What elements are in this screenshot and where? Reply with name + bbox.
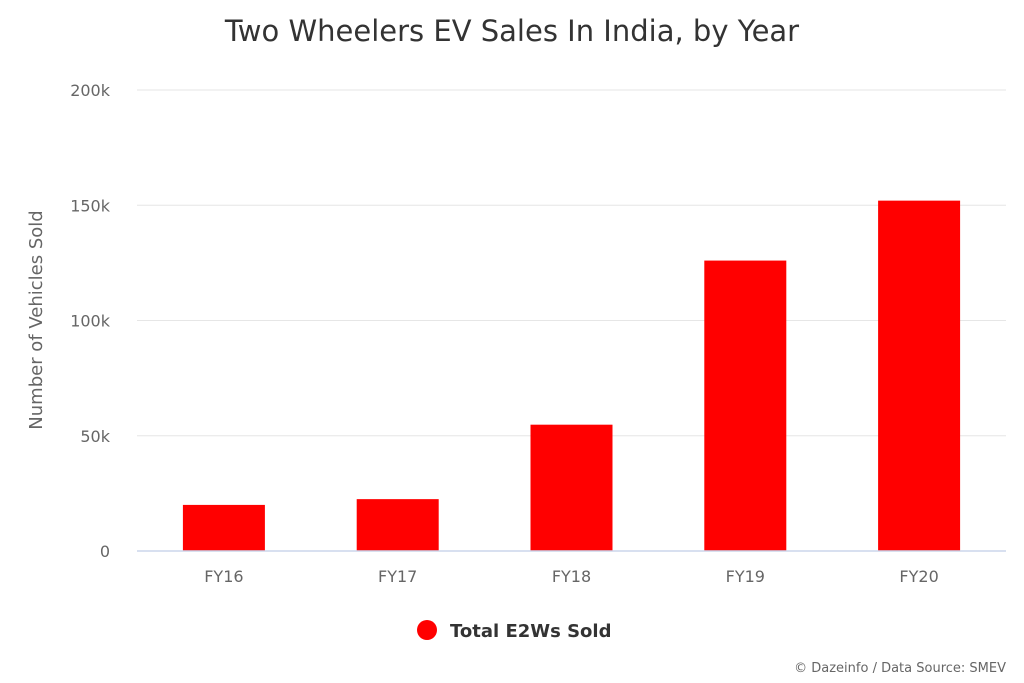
legend[interactable]: Total E2Ws Sold: [417, 620, 611, 642]
y-tick-label: 0: [100, 542, 110, 561]
y-axis-ticks: 0 50k 100k 150k 200k: [70, 81, 111, 561]
bar-fy16[interactable]: [182, 504, 265, 551]
bar-series: [182, 200, 961, 551]
y-tick-label: 50k: [80, 427, 110, 446]
x-tick-label: FY16: [204, 567, 243, 586]
bar-fy19[interactable]: [704, 260, 787, 551]
y-tick-label: 200k: [70, 81, 111, 100]
y-tick-label: 150k: [70, 196, 111, 215]
x-tick-label: FY20: [899, 567, 938, 586]
x-axis-ticks: FY16 FY17 FY18 FY19 FY20: [204, 567, 939, 586]
x-tick-label: FY19: [726, 567, 765, 586]
credit-text[interactable]: © Dazeinfo / Data Source: SMEV: [794, 661, 1006, 676]
gridlines: [137, 89, 1006, 437]
x-tick-label: FY18: [552, 567, 591, 586]
y-tick-label: 100k: [70, 312, 111, 331]
legend-marker: [417, 620, 437, 640]
x-tick-label: FY17: [378, 567, 417, 586]
chart-title: Two Wheelers EV Sales In India, by Year: [224, 14, 799, 48]
bar-fy17[interactable]: [356, 499, 439, 551]
y-axis-title: Number of Vehicles Sold: [26, 210, 47, 429]
legend-label: Total E2Ws Sold: [450, 621, 611, 642]
bar-fy18[interactable]: [530, 424, 613, 551]
bar-fy20[interactable]: [878, 200, 961, 551]
